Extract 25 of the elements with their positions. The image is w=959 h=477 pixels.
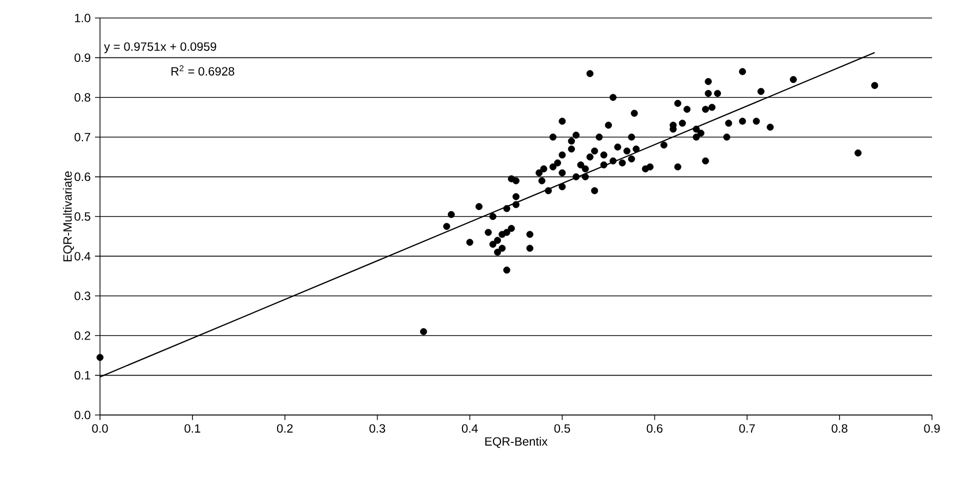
- annotation: y = 0.9751x + 0.0959: [104, 42, 216, 54]
- x-tick-label: 0.8: [832, 424, 848, 433]
- y-tick-label: 0.7: [74, 132, 90, 142]
- x-tick-label: 0.3: [369, 424, 386, 433]
- x-tick-label: 0.1: [184, 424, 200, 433]
- x-tick-label: 0.7: [739, 424, 755, 433]
- y-tick-label: 0.2: [74, 331, 90, 340]
- y-tick-label: 0.4: [74, 252, 90, 260]
- x-tick-label: 0.4: [462, 424, 478, 433]
- x-tick-label: 0.9: [924, 424, 940, 433]
- y-tick-label: 0.8: [74, 93, 90, 102]
- x-tick-label: 0.0: [92, 424, 108, 433]
- y-tick-label: 0.0: [74, 410, 90, 420]
- y-tick-label: 0.3: [74, 292, 90, 300]
- y-tick-label: 0.1: [74, 371, 90, 380]
- y-axis-title: EQR-Multivariate: [62, 171, 74, 262]
- y-tick-label: 1.0: [75, 14, 90, 22]
- x-tick-label: 0.2: [277, 424, 293, 433]
- y-tick-label: 0.6: [74, 172, 90, 182]
- x-tick-label: 0.5: [554, 424, 570, 433]
- x-axis-title: EQR-Bentix: [485, 436, 548, 448]
- y-tick-label: 0.5: [74, 212, 90, 221]
- y-tick-label: 0.9: [74, 53, 90, 62]
- x-tick-label: 0.6: [646, 424, 662, 433]
- annotation: R$^{2}$ = 0.6928: [172, 65, 234, 76]
